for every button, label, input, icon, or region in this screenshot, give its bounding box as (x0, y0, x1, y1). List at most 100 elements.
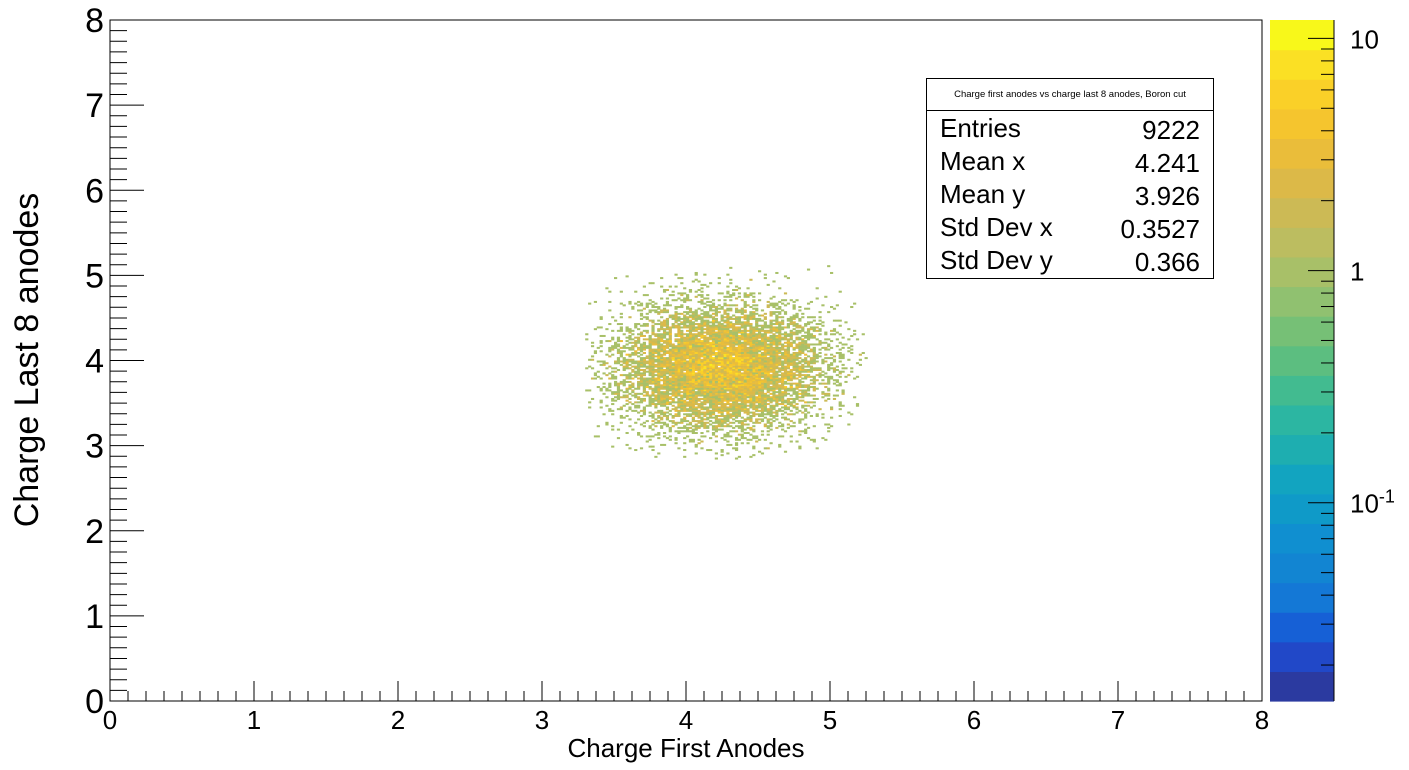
histogram-bin (697, 411, 701, 414)
histogram-bin (688, 324, 693, 327)
histogram-bin (772, 302, 776, 305)
histogram-bin (732, 314, 736, 317)
histogram-bin (668, 351, 672, 354)
histogram-bin (781, 362, 785, 365)
histogram-bin (686, 363, 690, 366)
histogram-bin (700, 394, 704, 397)
histogram-bin (740, 442, 744, 445)
histogram-bin (758, 380, 762, 383)
histogram-bin (801, 363, 805, 366)
histogram-bin (662, 362, 667, 365)
histogram-bin (760, 343, 765, 346)
histogram-bin (688, 321, 693, 324)
histogram-bin (781, 351, 785, 354)
histogram-bin (732, 350, 736, 353)
histogram-bin (783, 399, 788, 402)
histogram-bin (809, 362, 814, 365)
histogram-bin (806, 329, 811, 332)
histogram-bin (766, 351, 770, 354)
histogram-bin (697, 300, 701, 303)
histogram-bin (766, 413, 770, 416)
histogram-bin (755, 369, 759, 372)
histogram-bin (749, 306, 753, 309)
histogram-bin (660, 353, 664, 356)
histogram-bin (804, 377, 808, 380)
histogram-bin (841, 389, 845, 392)
histogram-bin (651, 309, 655, 312)
histogram-bin (714, 346, 718, 349)
histogram-bin (680, 345, 684, 348)
histogram-bin (766, 411, 770, 414)
histogram-bin (637, 300, 641, 303)
histogram-bin (639, 331, 644, 334)
histogram-bin (760, 389, 765, 392)
histogram-bin (660, 369, 664, 372)
histogram-bin (694, 341, 698, 344)
histogram-bin (835, 380, 839, 383)
histogram-bin (781, 386, 785, 389)
histogram-bin (838, 403, 842, 406)
histogram-bin (717, 326, 721, 329)
histogram-bin (732, 375, 736, 378)
histogram-bin (726, 375, 730, 378)
histogram-bin (786, 350, 790, 353)
histogram-bin (668, 314, 672, 317)
histogram-bin (723, 380, 727, 383)
histogram-bin (648, 425, 652, 428)
histogram-bin (648, 426, 652, 429)
histogram-bin (775, 340, 779, 343)
histogram-bin (758, 346, 762, 349)
palette-segment (1270, 552, 1334, 584)
histogram-bin (700, 343, 704, 346)
histogram-bin (683, 406, 687, 409)
histogram-bin (697, 420, 701, 423)
histogram-bin (703, 324, 707, 327)
histogram-bin (706, 413, 710, 416)
histogram-bin (686, 397, 690, 400)
histogram-bin (781, 384, 785, 387)
histogram-bin (734, 430, 739, 433)
histogram-bin (752, 369, 756, 372)
histogram-bin (697, 406, 701, 409)
histogram-bin (743, 304, 747, 307)
histogram-bin (709, 394, 713, 397)
histogram-bin (717, 307, 721, 310)
histogram-bin (677, 399, 681, 402)
histogram-bin (752, 367, 756, 370)
histogram-bin (746, 338, 750, 341)
histogram-bin (732, 379, 736, 382)
histogram-bin (605, 389, 609, 392)
histogram-bin (651, 391, 655, 394)
histogram-bin (827, 397, 831, 400)
histogram-bin (654, 374, 658, 377)
histogram-bin (760, 353, 765, 356)
histogram-bin (795, 408, 799, 411)
histogram-bin (743, 399, 747, 402)
histogram-bin (645, 435, 649, 438)
histogram-bin (665, 323, 670, 326)
histogram-bin (778, 331, 782, 334)
histogram-bin (760, 319, 765, 322)
histogram-bin (752, 314, 756, 317)
histogram-bin (697, 370, 701, 373)
histogram-bin (674, 311, 678, 314)
histogram-bin (746, 389, 750, 392)
histogram-bin (746, 404, 750, 407)
histogram-bin (775, 351, 779, 354)
histogram-bin (674, 312, 678, 315)
histogram-bin (827, 367, 831, 370)
histogram-bin (657, 338, 661, 341)
histogram-bin (677, 324, 681, 327)
stats-label: Mean y (940, 179, 1026, 209)
histogram-bin (654, 433, 658, 436)
histogram-bin (778, 392, 782, 395)
histogram-bin (749, 326, 753, 329)
histogram-bin (714, 357, 718, 360)
histogram-bin (683, 351, 687, 354)
histogram-bin (714, 384, 718, 387)
histogram-bin (740, 377, 744, 380)
histogram-bin (775, 331, 779, 334)
histogram-bin (809, 406, 814, 409)
histogram-bin (622, 391, 626, 394)
histogram-bin (660, 370, 664, 373)
